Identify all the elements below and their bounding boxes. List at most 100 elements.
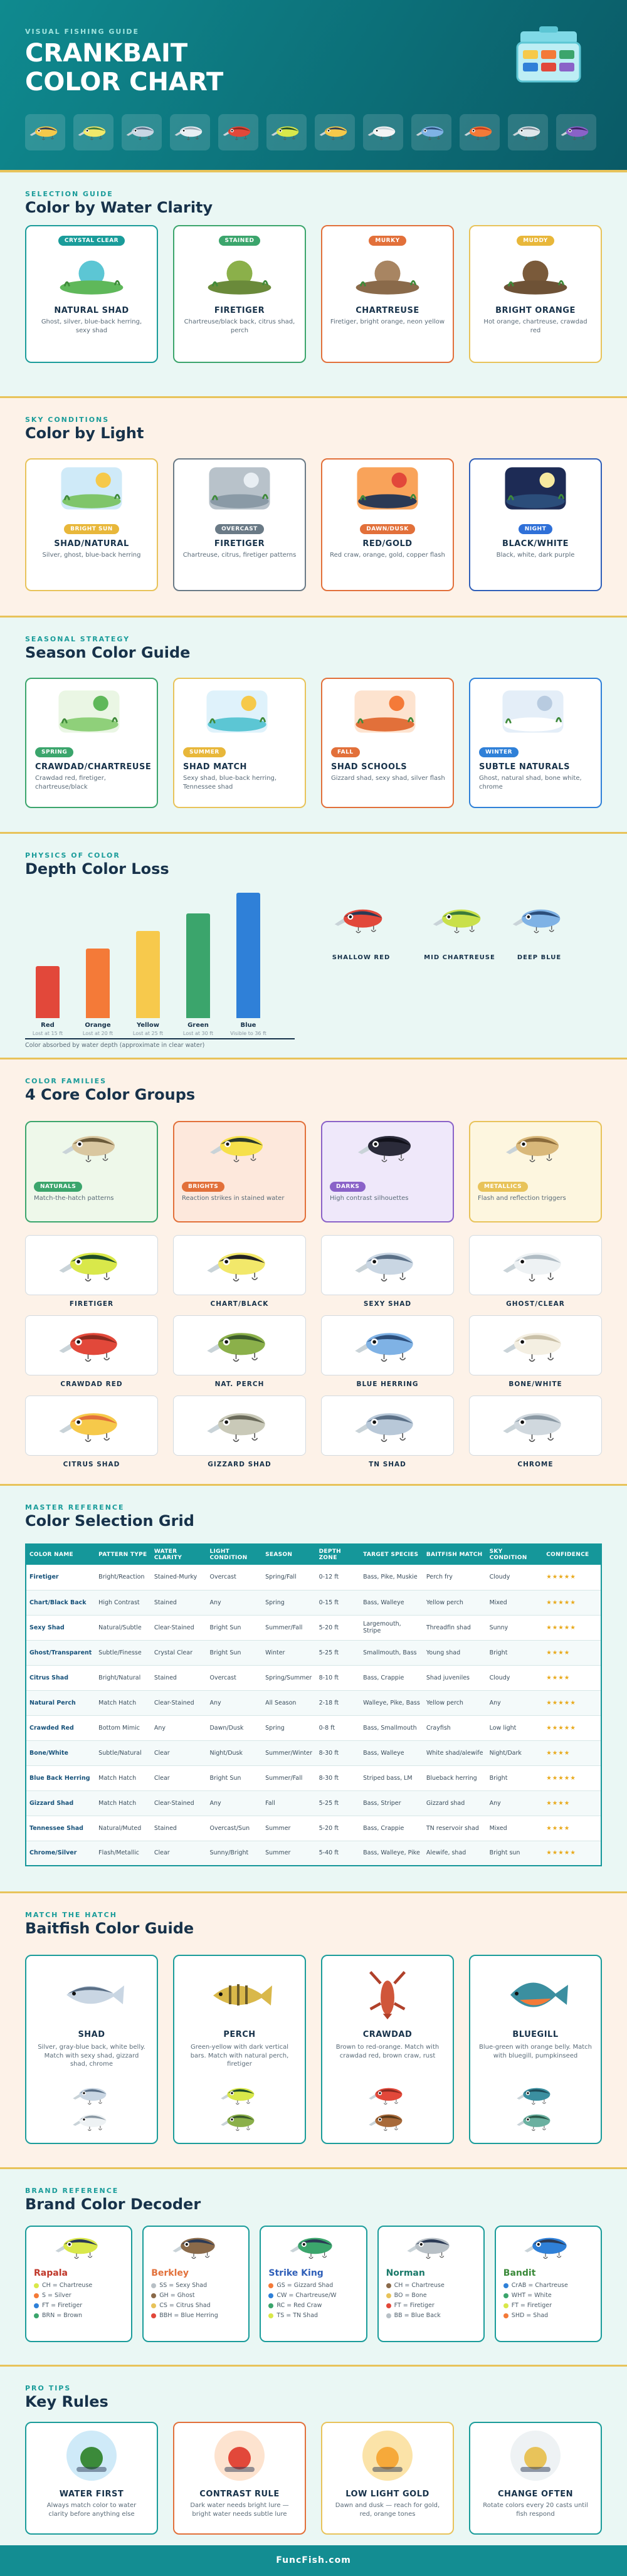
art-shape bbox=[241, 695, 256, 712]
section-kicker: SKY CONDITIONS bbox=[25, 416, 110, 424]
art-shape bbox=[211, 280, 269, 287]
art-shape bbox=[512, 909, 561, 933]
brand-code: FT = Firetiger bbox=[511, 2302, 552, 2309]
tile-label: CRAWDAD RED bbox=[60, 1380, 123, 1388]
section-title: Baitfish Color Guide bbox=[25, 1920, 194, 1937]
value-label: Lost at 20 ft bbox=[82, 1031, 113, 1036]
value-label: Lost at 25 ft bbox=[132, 1031, 164, 1036]
table-cell: Match Hatch bbox=[95, 1790, 151, 1816]
table-cell: Bright sun bbox=[486, 1841, 544, 1866]
table-cell: Any bbox=[206, 1590, 263, 1616]
card: WINTER SUBTLE NATURALS Ghost, natural shad… bbox=[469, 678, 602, 808]
art-shape bbox=[367, 126, 396, 140]
table-cell: Bass, Walleye bbox=[360, 1590, 423, 1616]
match-lure bbox=[367, 2083, 408, 2110]
table-cell: 5-20 ft bbox=[315, 1615, 361, 1641]
art-shape bbox=[73, 2114, 107, 2132]
art-shape bbox=[71, 1254, 117, 1263]
art-shape bbox=[226, 1142, 229, 1146]
table-cell: 0-15 ft bbox=[315, 1590, 361, 1616]
art-shape bbox=[85, 1353, 110, 1362]
art-shape bbox=[515, 1254, 561, 1263]
art-shape bbox=[515, 1335, 561, 1343]
table-cell: Any bbox=[486, 1790, 544, 1816]
illustration bbox=[204, 465, 275, 515]
art-shape bbox=[58, 690, 120, 733]
table-cell: Clear bbox=[150, 1740, 207, 1766]
header-lure-tile bbox=[556, 114, 596, 150]
art-shape bbox=[524, 2245, 535, 2253]
art-shape bbox=[369, 2120, 377, 2126]
art-shape bbox=[76, 1259, 80, 1264]
art-shape bbox=[381, 1353, 406, 1362]
match-lure bbox=[515, 2110, 556, 2136]
illustration bbox=[500, 465, 571, 515]
art-shape bbox=[95, 472, 111, 488]
tip-icon bbox=[213, 2429, 266, 2484]
art-shape bbox=[357, 717, 414, 724]
art-shape bbox=[29, 126, 58, 140]
lure-label: SHALLOW RED bbox=[332, 954, 391, 961]
art-shape bbox=[207, 1253, 265, 1282]
art-shape bbox=[228, 2115, 255, 2121]
table-cell: Crystal Clear bbox=[150, 1640, 207, 1666]
brand-code-row: BBH = Blue Herring bbox=[151, 2311, 241, 2321]
card-name: BLACK/WHITE bbox=[502, 539, 569, 549]
tip-card: WATER FIRST Always match color to water c… bbox=[25, 2422, 158, 2535]
table-cell: All Season bbox=[262, 1690, 316, 1716]
table-cell: Bass, Walleye, Pike bbox=[360, 1841, 423, 1866]
art-shape bbox=[529, 1353, 554, 1362]
brand-code-row: GH = Ghost bbox=[151, 2291, 241, 2301]
table-cell: 5-20 ft bbox=[315, 1816, 361, 1841]
card-name: RED/GOLD bbox=[362, 539, 413, 549]
art-shape bbox=[464, 131, 472, 136]
art-shape bbox=[515, 1992, 519, 1995]
illustration bbox=[204, 251, 275, 301]
art-shape bbox=[376, 130, 378, 132]
x-tick-label: Green bbox=[187, 1022, 209, 1029]
lure-tile bbox=[469, 1235, 602, 1295]
table-cell: Bass, Crappie bbox=[360, 1816, 423, 1841]
table-cell: Smallmouth, Bass bbox=[360, 1640, 423, 1666]
color-dot bbox=[268, 2293, 274, 2298]
art-shape bbox=[426, 2252, 445, 2259]
art-shape bbox=[517, 2114, 551, 2132]
tip-name: CHANGE OFTEN bbox=[498, 2489, 573, 2499]
art-shape bbox=[55, 2237, 98, 2259]
color-dot bbox=[151, 2303, 157, 2308]
badge: SUMMER bbox=[183, 747, 226, 757]
art-shape bbox=[524, 135, 537, 140]
art-shape bbox=[517, 1137, 559, 1145]
table-cell: Bass, Striper bbox=[360, 1790, 423, 1816]
brand-card: Strike King GS = Gizzard Shad CW = Chartre… bbox=[260, 2226, 367, 2342]
badge-row: NIGHT bbox=[470, 521, 601, 534]
art-shape bbox=[35, 127, 58, 132]
card-desc: Black, white, dark purple bbox=[496, 552, 575, 559]
baitfish-name: SHAD bbox=[78, 2030, 105, 2039]
art-shape bbox=[210, 494, 269, 508]
art-shape bbox=[510, 1982, 568, 2007]
art-shape bbox=[38, 130, 40, 132]
tile-label: FIRETIGER bbox=[69, 1300, 114, 1308]
card: STAINED FIRETIGER Chartreuse/black back, c… bbox=[173, 225, 306, 363]
art-shape bbox=[228, 2089, 255, 2095]
art-shape bbox=[376, 2089, 403, 2095]
art-shape bbox=[529, 1433, 554, 1443]
tip-desc: Dark water needs bright lure — bright wa… bbox=[190, 2502, 289, 2518]
tip-icon bbox=[361, 2429, 414, 2484]
column-header: PATTERN TYPE bbox=[95, 1544, 151, 1565]
art-shape bbox=[85, 1154, 108, 1162]
table-row: Citrus Shad Bright/Natural Stained Overcast… bbox=[26, 1665, 601, 1691]
art-shape bbox=[66, 2431, 117, 2481]
card: OVERCAST FIRETIGER Chartreuse, citrus, fir… bbox=[173, 458, 306, 591]
art-shape bbox=[522, 260, 549, 287]
table-cell: Threadfin shad bbox=[423, 1615, 487, 1641]
table-cell: 8-30 ft bbox=[315, 1765, 361, 1791]
table-cell: 5-40 ft bbox=[315, 1841, 361, 1866]
art-shape bbox=[207, 1343, 222, 1354]
header-lure-tile bbox=[508, 114, 548, 150]
table-cell: Chart/Black Back bbox=[26, 1590, 96, 1616]
table-cell: Bass, Smallmouth bbox=[360, 1715, 423, 1741]
art-shape bbox=[561, 131, 568, 136]
table-cell: Night/Dark bbox=[486, 1740, 544, 1766]
